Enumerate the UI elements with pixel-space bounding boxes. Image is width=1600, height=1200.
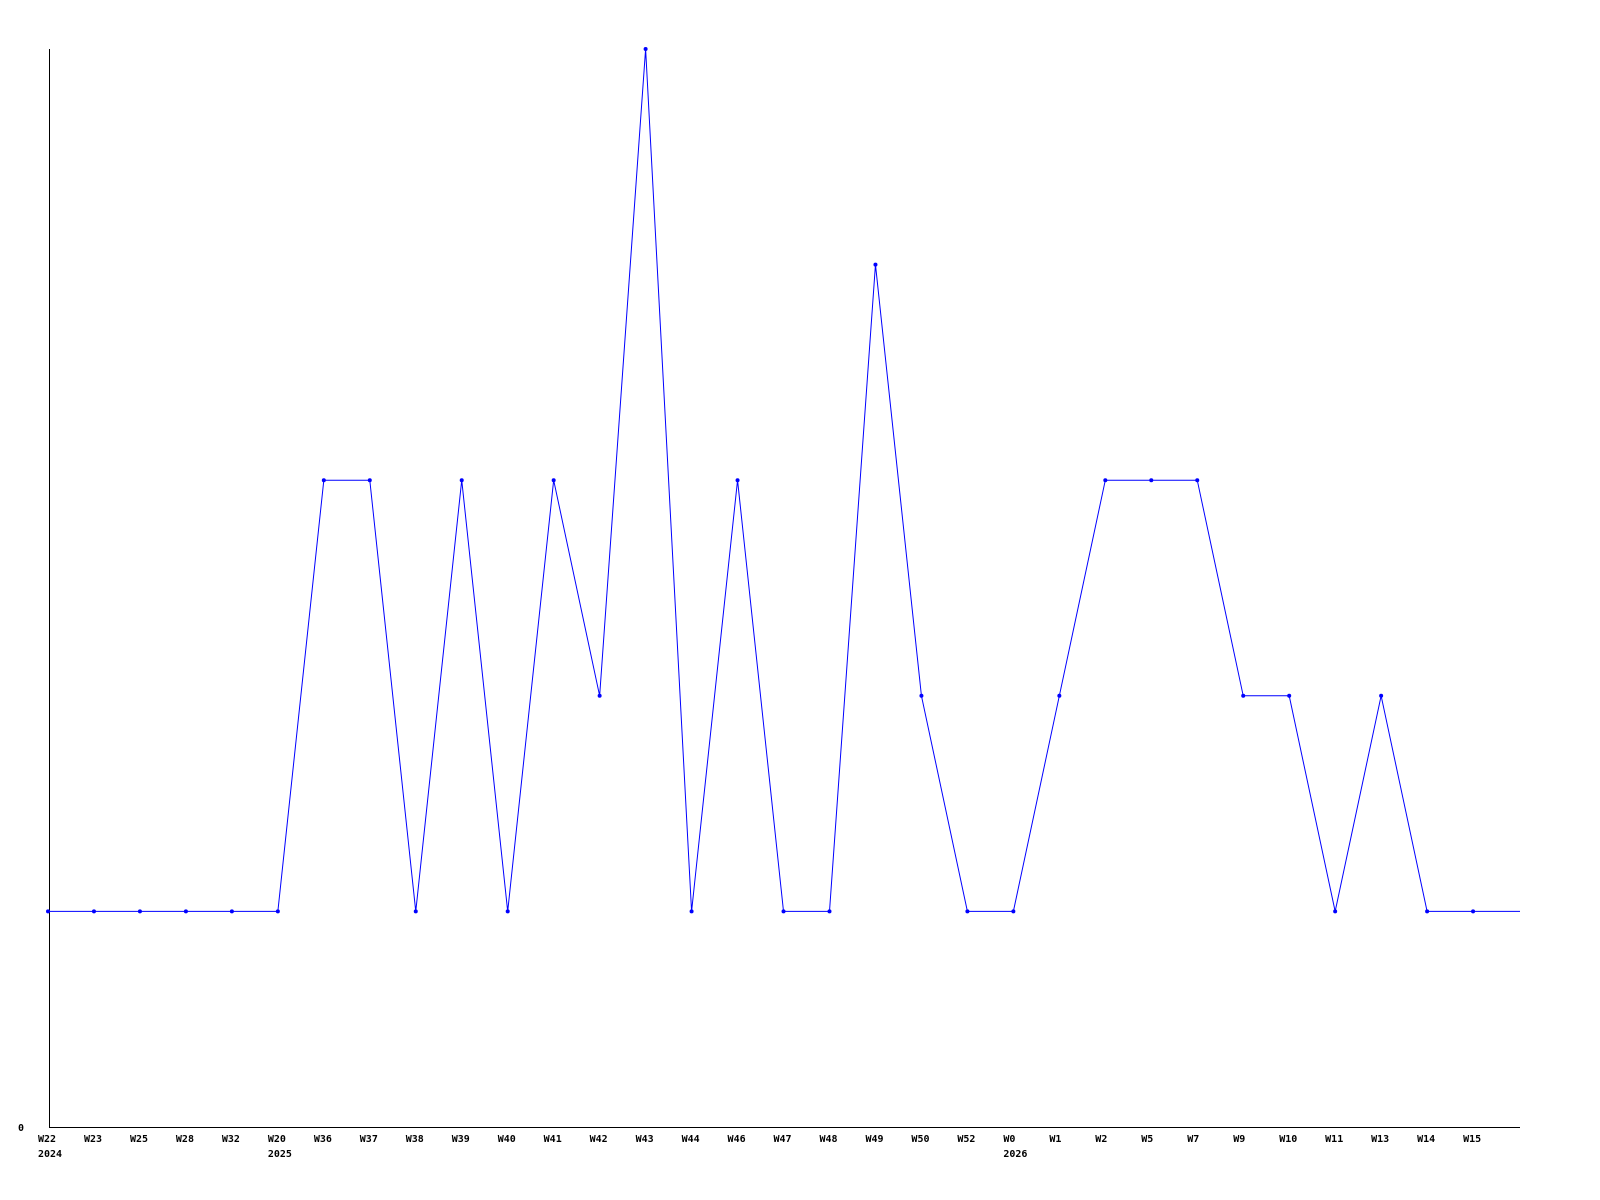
data-point xyxy=(551,478,556,483)
x-tick-label: W38 xyxy=(406,1134,424,1145)
x-tick-label: W48 xyxy=(819,1134,837,1145)
x-tick-label: W25 xyxy=(130,1134,148,1145)
x-tick-label: W10 xyxy=(1279,1134,1297,1145)
data-point xyxy=(689,909,694,914)
data-point xyxy=(1287,693,1292,698)
data-point xyxy=(321,478,326,483)
data-point xyxy=(46,909,50,914)
data-point xyxy=(1471,909,1476,914)
x-tick-label: W49 xyxy=(865,1134,883,1145)
x-tick-label: W52 xyxy=(957,1134,975,1145)
data-point xyxy=(781,909,786,914)
x-tick-label: W7 xyxy=(1187,1134,1199,1145)
x-tick-label: W42 xyxy=(590,1134,608,1145)
data-point xyxy=(1241,693,1246,698)
x-tick-label: W40 xyxy=(498,1134,516,1145)
data-point xyxy=(735,478,740,483)
data-point xyxy=(413,909,418,914)
x-tick-label: W15 xyxy=(1463,1134,1481,1145)
x-tick-label: W13 xyxy=(1371,1134,1389,1145)
x-year-label: 2025 xyxy=(268,1149,292,1160)
x-tick-label: W23 xyxy=(84,1134,102,1145)
data-point xyxy=(229,909,234,914)
x-tick-label: W5 xyxy=(1141,1134,1153,1145)
x-tick-label: W50 xyxy=(911,1134,929,1145)
data-point xyxy=(183,909,188,914)
data-point xyxy=(459,478,464,483)
x-tick-label: W22 xyxy=(38,1134,56,1145)
data-point xyxy=(1011,909,1016,914)
data-point xyxy=(1103,478,1108,483)
data-point xyxy=(275,909,280,914)
x-tick-label: W1 xyxy=(1049,1134,1061,1145)
data-point xyxy=(1195,478,1200,483)
data-point xyxy=(367,478,372,483)
x-tick-label: W44 xyxy=(682,1134,700,1145)
x-tick-label: W39 xyxy=(452,1134,470,1145)
data-point xyxy=(873,262,878,267)
x-tick-label: W28 xyxy=(176,1134,194,1145)
x-tick-label: W43 xyxy=(636,1134,654,1145)
data-point xyxy=(827,909,832,914)
x-tick-label: W9 xyxy=(1233,1134,1245,1145)
x-tick-label: W20 xyxy=(268,1134,286,1145)
data-point xyxy=(1149,478,1154,483)
data-point xyxy=(505,909,510,914)
data-point xyxy=(643,47,648,51)
x-tick-label: W41 xyxy=(544,1134,562,1145)
x-tick-label: W11 xyxy=(1325,1134,1343,1145)
data-point xyxy=(919,693,924,698)
data-point xyxy=(597,693,602,698)
data-point xyxy=(137,909,142,914)
y-tick-label: 0 xyxy=(18,1123,24,1134)
x-tick-label: W37 xyxy=(360,1134,378,1145)
data-point xyxy=(1425,909,1430,914)
x-tick-label: W46 xyxy=(728,1134,746,1145)
x-tick-label: W36 xyxy=(314,1134,332,1145)
series-line-group xyxy=(46,47,1520,914)
x-tick-labels: W22 W23 W25 W28 W32 W20 W36 W37 W38 W39 W40 W41 W42 W… xyxy=(38,1134,1481,1160)
data-point xyxy=(1057,693,1062,698)
data-point xyxy=(91,909,96,914)
x-year-label: 2024 xyxy=(38,1149,62,1160)
data-point xyxy=(1333,909,1338,914)
x-tick-label: W32 xyxy=(222,1134,240,1145)
data-point xyxy=(965,909,970,914)
x-tick-label: W0 xyxy=(1003,1134,1015,1145)
x-tick-label: W47 xyxy=(774,1134,792,1145)
series-line xyxy=(48,48,1520,912)
x-tick-label: W2 xyxy=(1095,1134,1107,1145)
x-year-label: 2026 xyxy=(1003,1149,1027,1160)
x-tick-label: W14 xyxy=(1417,1134,1435,1145)
data-point xyxy=(1379,693,1384,698)
